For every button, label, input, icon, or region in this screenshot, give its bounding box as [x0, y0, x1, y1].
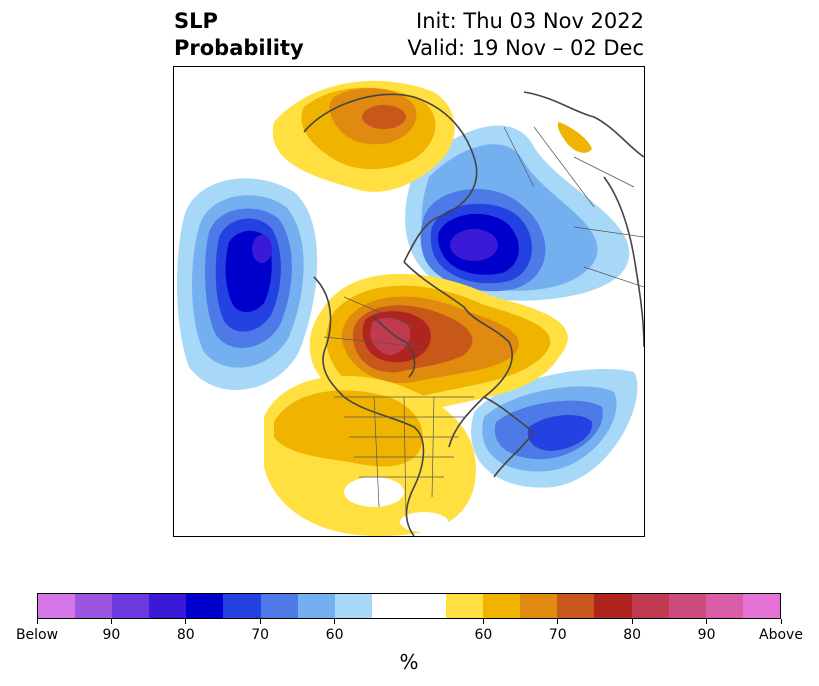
- anomaly-western-us-high: [264, 375, 476, 536]
- colorbar-tick-mark: [110, 619, 112, 624]
- coastlines: [303, 91, 644, 536]
- anomaly-siberia-high: [272, 80, 455, 192]
- colorbar-tick-label: 70: [251, 627, 270, 643]
- colorbar-segment-above: [446, 594, 484, 618]
- colorbar-units: %: [399, 650, 419, 674]
- title-variable: SLP: [174, 9, 218, 33]
- map-panel: [173, 66, 645, 537]
- colorbar-tick-mark: [780, 619, 782, 624]
- colorbar-segment-below: [297, 594, 335, 618]
- colorbar-segment-below: [260, 594, 298, 618]
- colorbar-segment-above: [594, 594, 632, 618]
- title-right: Init: Thu 03 Nov 2022 Valid: 19 Nov – 02…: [407, 8, 644, 62]
- colorbar-tick-label: 80: [176, 627, 195, 643]
- colorbar-tick-label: 80: [623, 627, 642, 643]
- anomaly-arctic-low: [405, 125, 630, 301]
- colorbar-tick-label: Below: [15, 627, 59, 643]
- colorbar-tick-mark: [706, 619, 708, 624]
- colorbar-tick-label: Above: [759, 627, 803, 643]
- anomaly-east-asia-high: [557, 122, 592, 153]
- colorbar-tick-mark: [36, 619, 38, 624]
- colorbar-segment-below: [334, 594, 372, 618]
- colorbar-tick-mark: [259, 619, 261, 624]
- colorbar-segment-below: [149, 594, 187, 618]
- colorbar-segment-neutral: [371, 594, 447, 618]
- colorbar-tick-label: 70: [548, 627, 567, 643]
- anomaly-north-pacific-low: [177, 178, 318, 390]
- anomaly-atlantic-low: [471, 368, 638, 488]
- colorbar-tick-mark: [334, 619, 336, 624]
- colorbar-segment-below: [186, 594, 224, 618]
- colorbar-segment-above: [520, 594, 558, 618]
- political-borders: [323, 126, 644, 518]
- colorbar-tick-label: 90: [102, 627, 121, 643]
- colorbar-tick-mark: [631, 619, 633, 624]
- colorbar-segment-below: [112, 594, 150, 618]
- colorbar-tick-mark: [482, 619, 484, 624]
- colorbar-segment-below: [75, 594, 113, 618]
- colorbar: [37, 593, 781, 619]
- colorbar-tick-label: 60: [474, 627, 493, 643]
- colorbar-segment-above: [557, 594, 595, 618]
- colorbar-tick-label: 60: [325, 627, 344, 643]
- colorbar-tick-label: 90: [697, 627, 716, 643]
- colorbar-segment-above: [668, 594, 706, 618]
- probability-map: [177, 80, 644, 536]
- title-left: SLP Probability: [174, 8, 304, 62]
- colorbar-segment-below: [38, 594, 76, 618]
- colorbar-segment-above: [483, 594, 521, 618]
- colorbar-tick-mark: [557, 619, 559, 624]
- colorbar-segment-below: [223, 594, 261, 618]
- colorbar-segment-above: [631, 594, 669, 618]
- title-metric: Probability: [174, 36, 304, 60]
- init-date: Init: Thu 03 Nov 2022: [416, 9, 644, 33]
- valid-range: Valid: 19 Nov – 02 Dec: [407, 36, 644, 60]
- colorbar-tick-mark: [185, 619, 187, 624]
- colorbar-segment-above: [705, 594, 743, 618]
- colorbar-segment-above: [742, 594, 780, 618]
